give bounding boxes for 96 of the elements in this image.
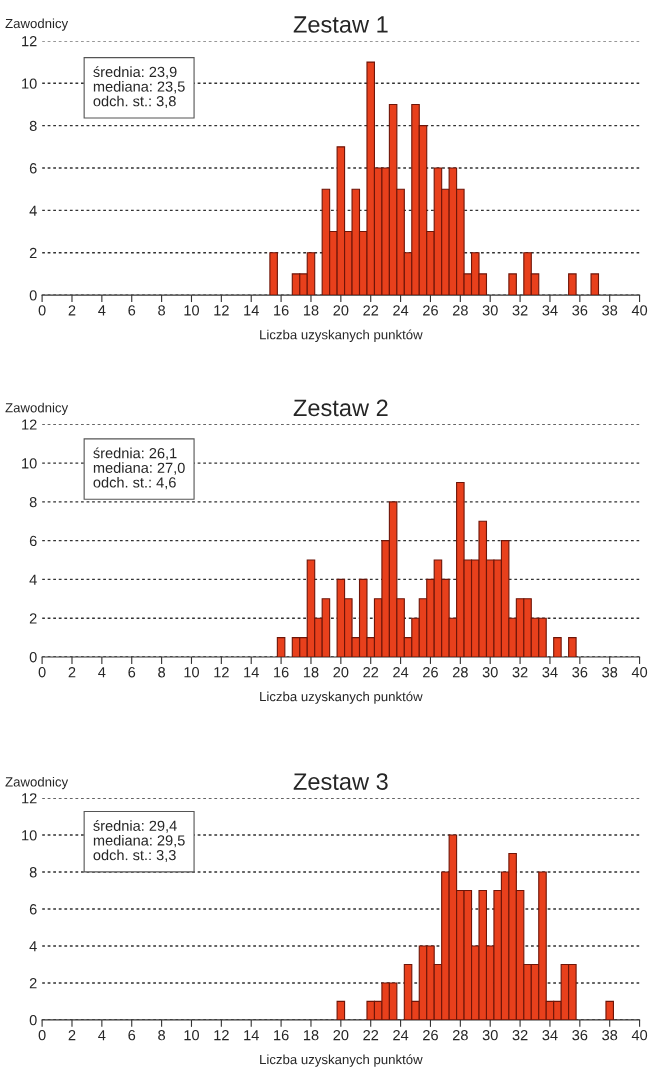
x-tick-label: 2 <box>68 667 76 678</box>
x-tick-label: 18 <box>303 1030 319 1041</box>
x-tick-label: 8 <box>158 305 166 316</box>
x-tick-label: 6 <box>128 305 136 316</box>
x-tick-label: 14 <box>244 305 259 316</box>
y-tick-label: 10 <box>22 458 37 469</box>
x-tick-label: 32 <box>512 1030 528 1041</box>
x-tick-label: 6 <box>128 667 136 678</box>
x-tick-label: 38 <box>602 667 618 678</box>
chart-title: Zestaw 3 <box>293 773 388 790</box>
x-tick-label: 4 <box>98 667 106 678</box>
x-tick-label: 26 <box>423 667 438 678</box>
x-tick-label: 28 <box>452 305 468 316</box>
y-tick-label: 0 <box>29 290 37 301</box>
x-tick-label: 32 <box>512 305 528 316</box>
y-tick-label: 0 <box>29 1015 37 1026</box>
y-tick-label: 6 <box>29 163 37 174</box>
x-tick-label: 30 <box>482 1030 498 1041</box>
x-tick-label: 36 <box>572 1030 588 1041</box>
x-tick-label: 30 <box>482 305 498 316</box>
y-tick-label: 8 <box>29 120 37 132</box>
x-tick-label: 0 <box>38 305 46 316</box>
x-tick-label: 2 <box>68 1030 76 1041</box>
x-tick-label: 32 <box>512 667 528 678</box>
x-tick-label: 28 <box>452 667 468 678</box>
x-tick-label: 36 <box>572 305 588 316</box>
y-axis-title: Zawodnicy <box>5 18 69 31</box>
x-tick-label: 8 <box>158 667 166 678</box>
x-tick-label: 24 <box>393 667 409 678</box>
x-tick-label: 20 <box>333 305 349 316</box>
y-tick-label: 6 <box>29 535 37 547</box>
x-tick-label: 34 <box>542 305 558 316</box>
x-tick-label: 4 <box>98 1030 106 1041</box>
x-tick-label: 38 <box>602 1030 618 1041</box>
x-axis-title: Liczba uzyskanych punktów <box>260 1054 423 1067</box>
y-tick-label: 12 <box>22 793 37 804</box>
y-tick-label: 4 <box>29 574 37 585</box>
y-tick-label: 8 <box>29 867 37 878</box>
x-tick-label: 0 <box>38 1030 46 1041</box>
x-tick-label: 26 <box>423 305 438 316</box>
x-tick-label: 26 <box>423 1030 438 1041</box>
y-tick-label: 2 <box>29 613 37 624</box>
annotation: średnia: 26,1 mediana: 27,0 odch. st.: 4,6 <box>93 447 185 490</box>
chart-title: Zestaw 1 <box>293 16 388 33</box>
annotation: średnia: 23,9 mediana: 23,5 odch. st.: 3,8 <box>93 66 185 109</box>
y-tick-label: 2 <box>29 247 37 259</box>
x-tick-label: 14 <box>244 1030 259 1041</box>
x-tick-label: 14 <box>244 667 259 678</box>
x-tick-label: 40 <box>631 667 648 678</box>
x-axis-title: Liczba uzyskanych punktów <box>260 329 423 342</box>
x-tick-label: 28 <box>452 1030 468 1041</box>
y-tick-label: 10 <box>22 830 37 841</box>
y-tick-label: 10 <box>22 78 37 89</box>
x-tick-label: 16 <box>274 1030 289 1041</box>
x-tick-label: 22 <box>363 667 379 678</box>
x-tick-label: 0 <box>38 667 46 678</box>
x-tick-label: 40 <box>631 1030 648 1041</box>
x-tick-label: 24 <box>393 1030 409 1041</box>
x-tick-label: 22 <box>363 305 379 316</box>
y-tick-label: 0 <box>29 652 37 663</box>
x-tick-label: 12 <box>214 305 229 316</box>
x-tick-label: 12 <box>214 1030 229 1041</box>
y-tick-label: 4 <box>29 205 37 216</box>
x-tick-label: 24 <box>393 305 409 316</box>
x-tick-label: 16 <box>274 667 289 678</box>
x-tick-label: 34 <box>542 1030 558 1041</box>
x-tick-label: 20 <box>333 1030 349 1041</box>
x-tick-label: 2 <box>68 305 76 316</box>
y-axis-title: Zawodnicy <box>5 776 69 790</box>
x-tick-label: 4 <box>98 305 106 316</box>
y-tick-label: 6 <box>29 904 37 915</box>
x-tick-label: 10 <box>184 305 200 316</box>
x-axis-title: Liczba uzyskanych punktów <box>260 691 423 704</box>
x-tick-label: 16 <box>274 305 289 316</box>
x-tick-label: 6 <box>128 1030 136 1041</box>
chart-title: Zestaw 2 <box>293 399 388 417</box>
y-tick-label: 8 <box>29 496 37 508</box>
x-tick-label: 8 <box>158 1030 166 1041</box>
y-tick-label: 12 <box>22 419 37 430</box>
y-tick-label: 2 <box>29 978 37 989</box>
x-tick-label: 22 <box>363 1030 379 1041</box>
x-tick-label: 30 <box>482 667 498 678</box>
x-tick-label: 36 <box>572 667 588 678</box>
annotation: średnia: 29,4 mediana: 29,5 odch. st.: 3,3 <box>93 820 185 862</box>
x-tick-label: 10 <box>184 667 200 678</box>
x-tick-label: 40 <box>631 305 648 316</box>
y-tick-label: 4 <box>29 941 37 952</box>
y-tick-label: 12 <box>22 36 37 47</box>
x-tick-label: 10 <box>184 1030 200 1041</box>
x-tick-label: 20 <box>333 667 349 678</box>
y-axis-title: Zawodnicy <box>5 402 69 416</box>
x-tick-label: 12 <box>214 667 229 678</box>
x-tick-label: 34 <box>542 667 558 678</box>
x-tick-label: 38 <box>602 305 618 316</box>
x-tick-label: 18 <box>303 305 319 316</box>
x-tick-label: 18 <box>303 667 319 678</box>
